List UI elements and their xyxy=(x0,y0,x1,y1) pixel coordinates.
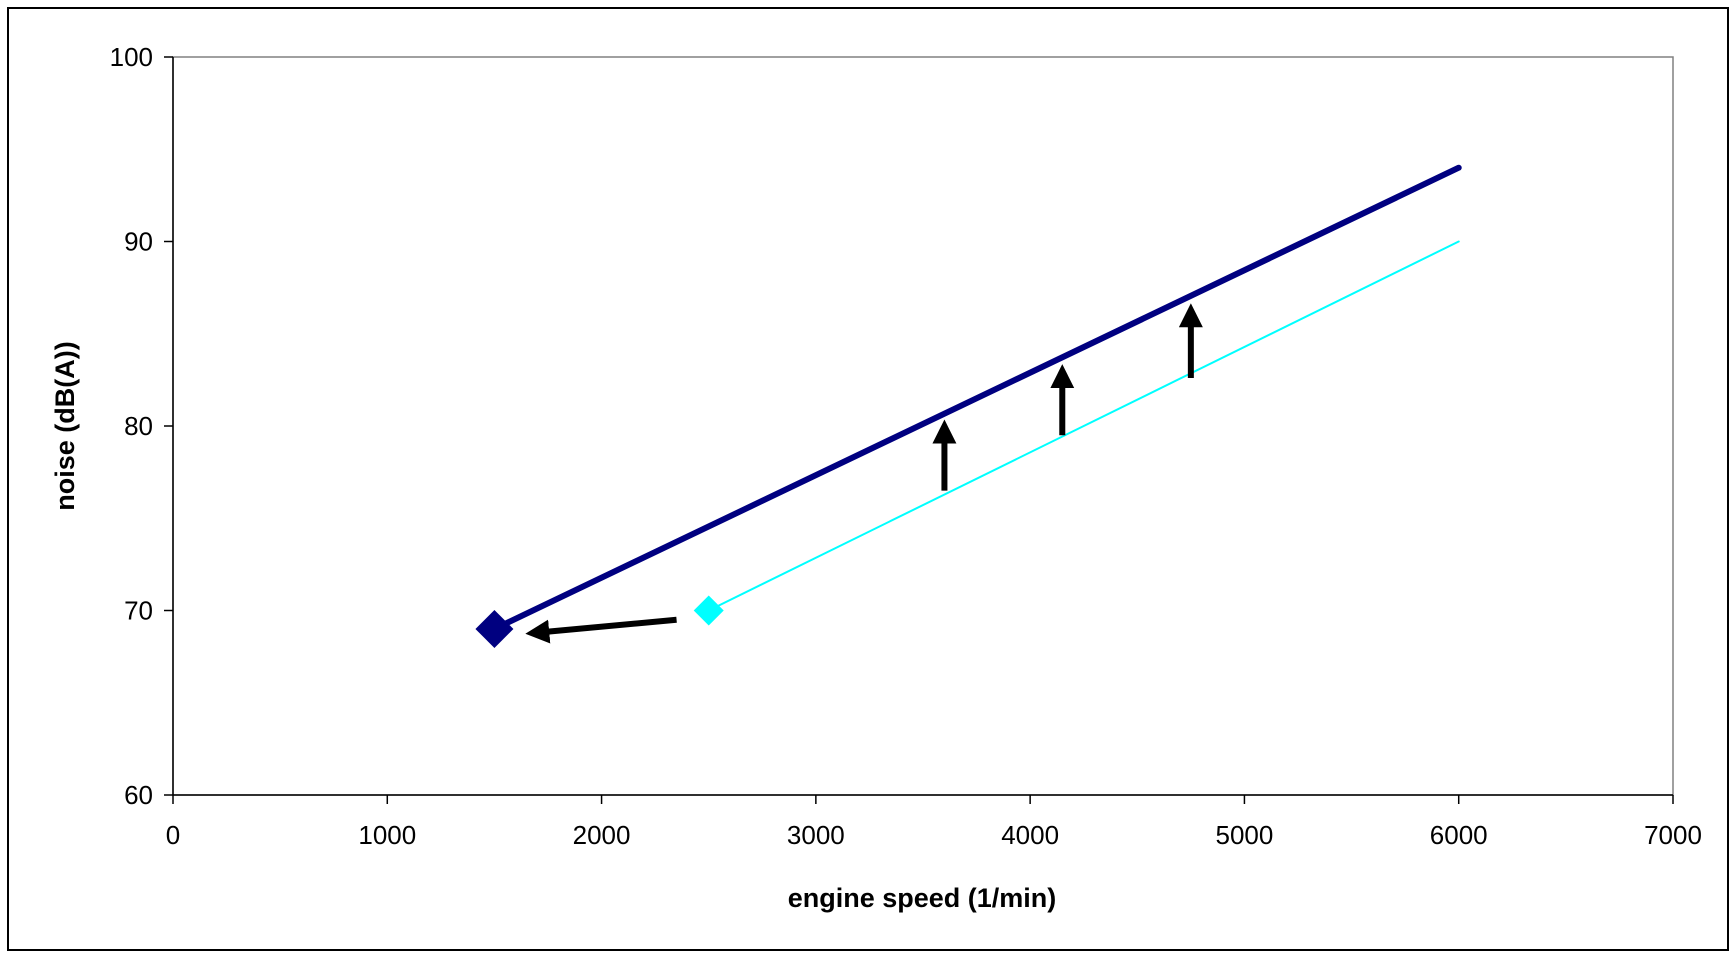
y-tick-label: 100 xyxy=(110,42,153,72)
x-tick-label: 0 xyxy=(166,820,180,850)
y-axis-title: noise (dB(A)) xyxy=(50,341,80,510)
y-tick-label: 80 xyxy=(124,411,153,441)
x-tick-label: 2000 xyxy=(573,820,631,850)
x-tick-label: 6000 xyxy=(1430,820,1488,850)
x-tick-label: 1000 xyxy=(358,820,416,850)
series-group xyxy=(475,164,1462,648)
x-tick-label: 4000 xyxy=(1001,820,1059,850)
y-axis-ticks: 60 70 80 90 100 xyxy=(110,42,173,810)
x-axis-ticks: 0 1000 2000 3000 4000 5000 6000 7000 xyxy=(166,795,1702,850)
outer-border xyxy=(7,7,1729,951)
x-axis-title: engine speed (1/min) xyxy=(788,883,1057,913)
annotation-arrows xyxy=(525,303,1203,644)
series-line-2 xyxy=(707,240,1460,612)
x-tick-label: 3000 xyxy=(787,820,845,850)
y-tick-label: 60 xyxy=(124,780,153,810)
x-tick-label: 5000 xyxy=(1216,820,1274,850)
series-marker-1 xyxy=(475,609,514,648)
y-tick-label: 70 xyxy=(124,596,153,626)
annotation-arrow-1 xyxy=(525,616,677,644)
y-tick-label: 90 xyxy=(124,227,153,257)
series-marker-2 xyxy=(693,595,724,626)
series-line-1 xyxy=(491,164,1462,632)
x-tick-label: 7000 xyxy=(1644,820,1702,850)
